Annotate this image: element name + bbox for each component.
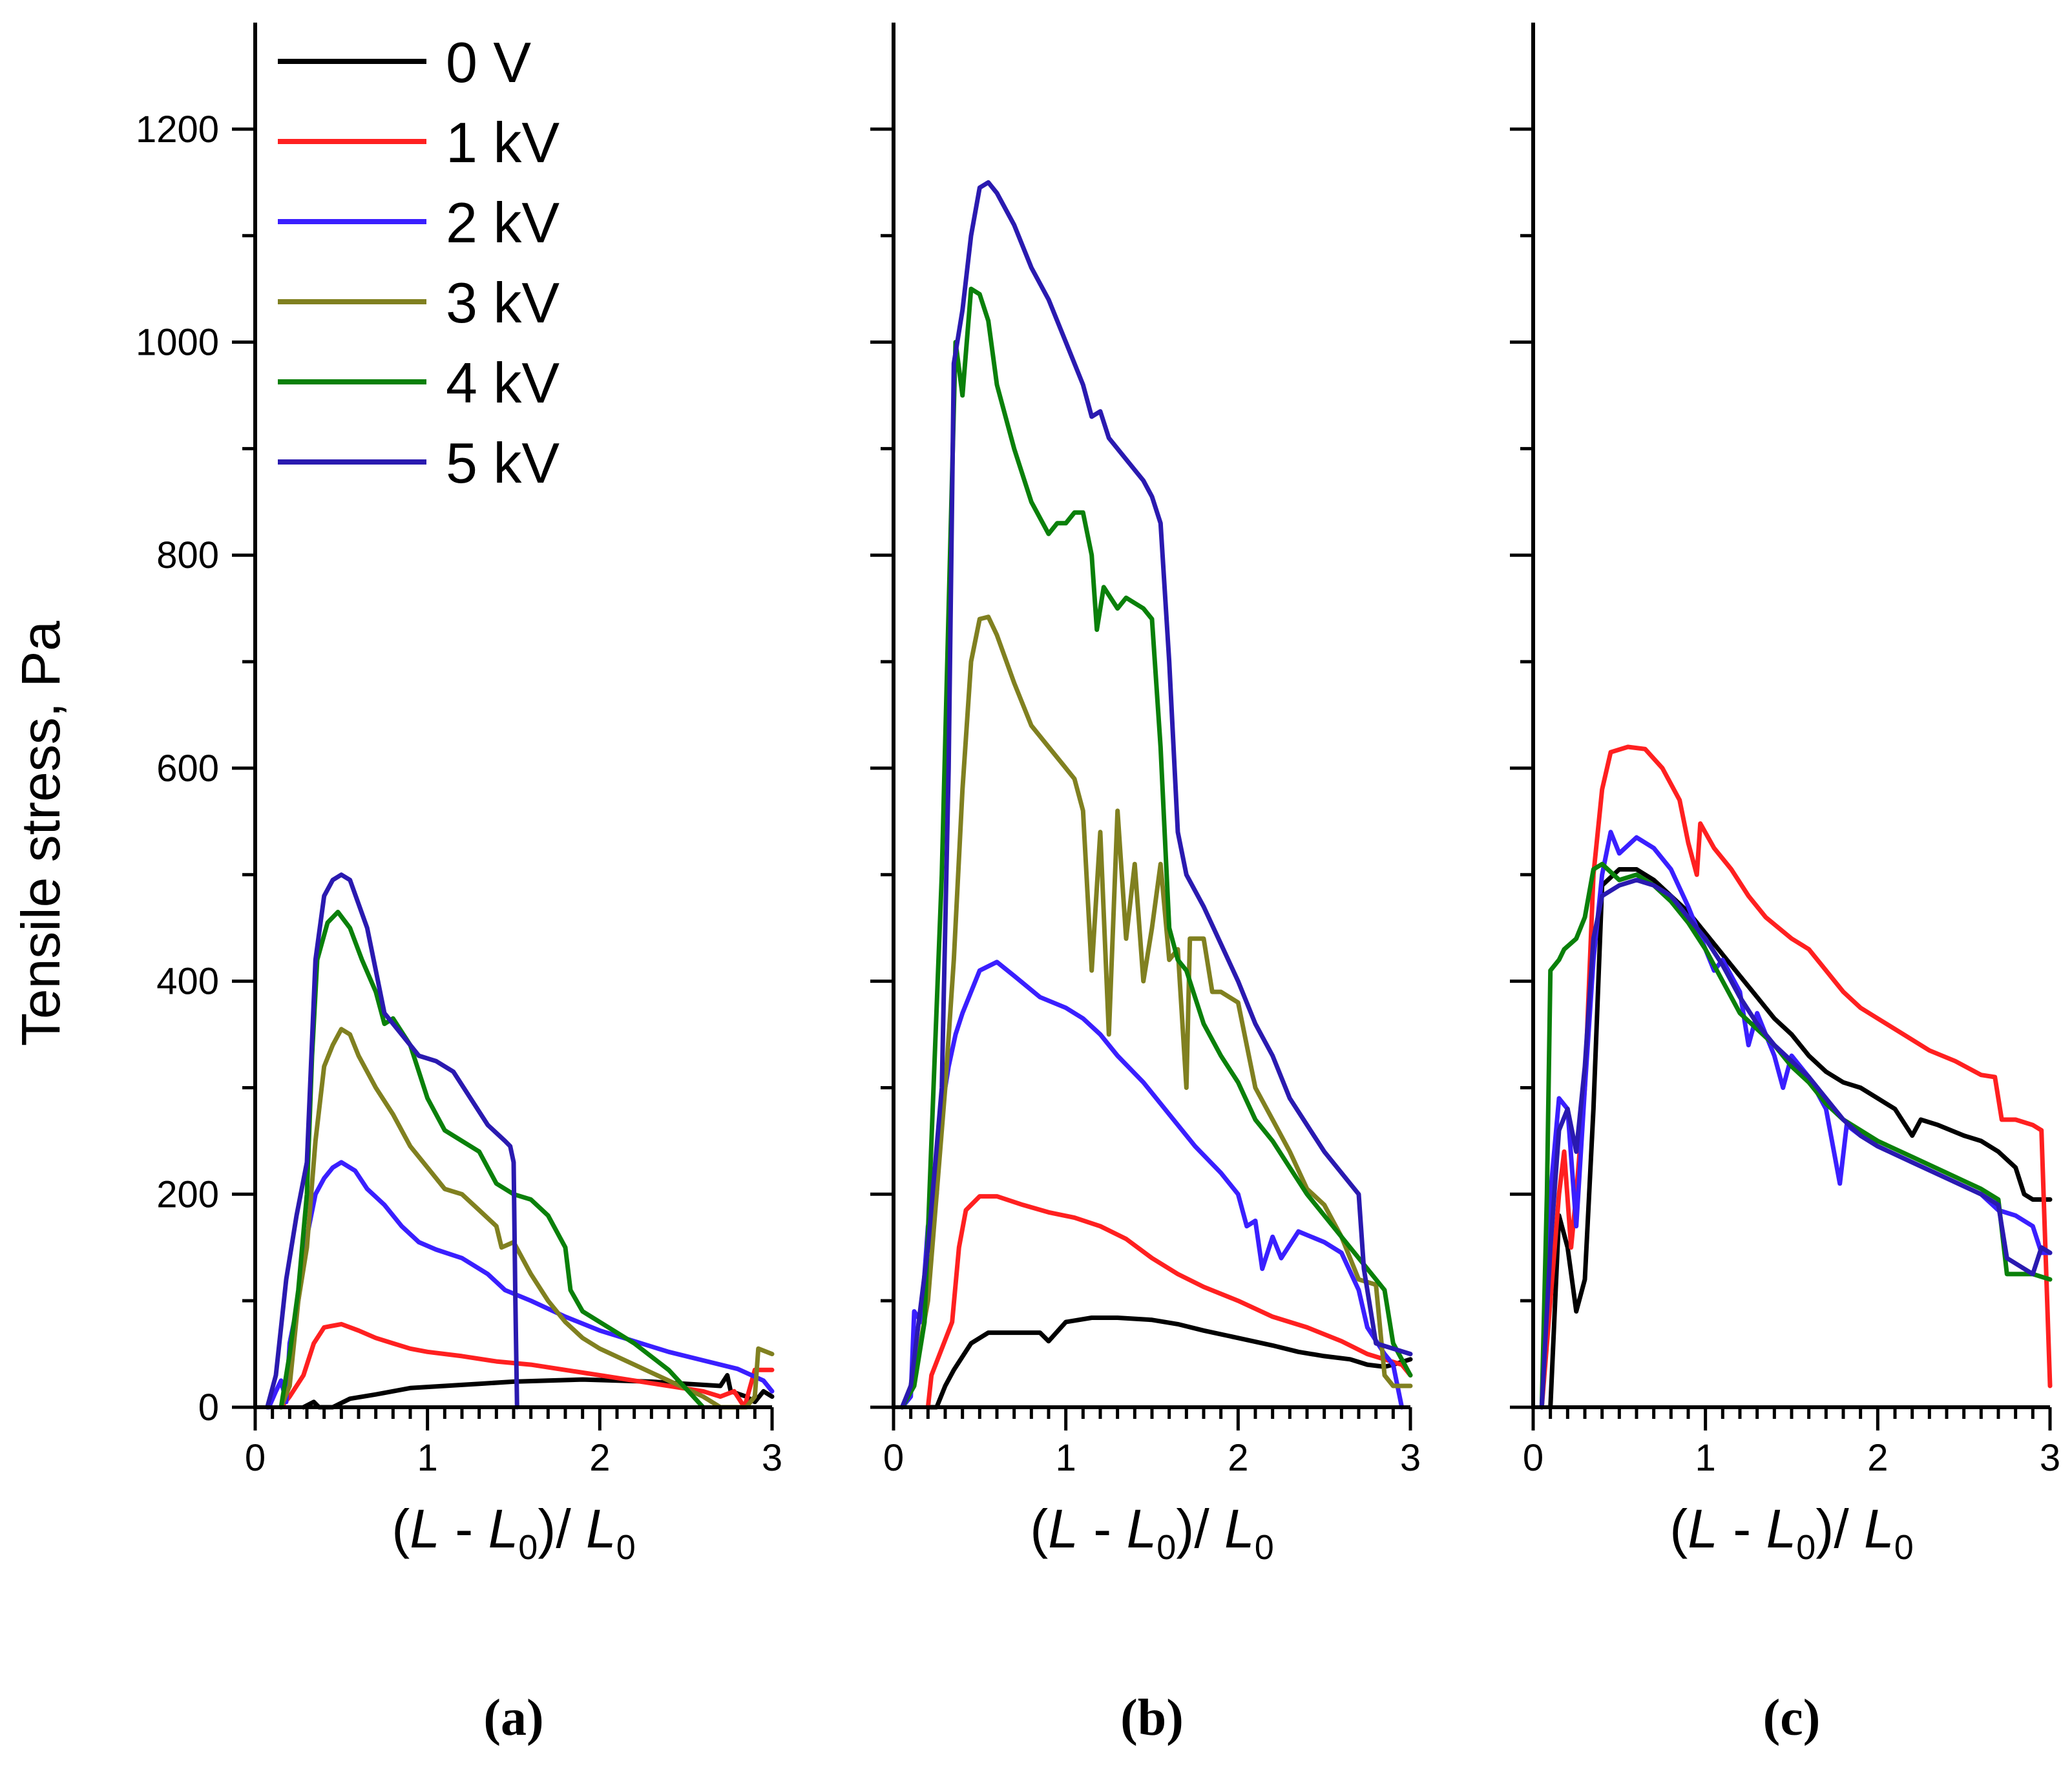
x-title-part: ( [1030,1498,1048,1559]
series-line-2kv [1539,830,2053,1410]
series-line-0v [925,1315,1413,1410]
x-tick-label: 0 [883,1437,904,1479]
x-title-part: 0 [1255,1528,1274,1567]
legend-label: 1 kV [446,110,560,174]
y-tick-label: 600 [156,748,219,790]
y-tick-label: 1200 [136,109,219,151]
panel-label: (c) [1763,1690,1821,1746]
x-tick-label: 1 [1056,1437,1076,1479]
x-title-part: 0 [1796,1528,1816,1567]
legend-label: 3 kV [446,271,560,335]
legend-entry: 5 kV [278,431,560,495]
x-tick-label: 0 [245,1437,266,1479]
series-line-4kv [899,286,1413,1410]
x-title-part: 0 [518,1528,538,1567]
legend-entry: 3 kV [278,271,560,335]
legend-label: 2 kV [446,191,560,255]
x-tick-label: 3 [2040,1437,2060,1479]
x-tick-label: 2 [589,1437,610,1479]
x-title-part: 0 [616,1528,636,1567]
legend-label: 5 kV [446,431,560,495]
x-tick-label: 2 [1228,1437,1248,1479]
x-tick-label: 3 [1400,1437,1421,1479]
x-title-part: - [1078,1498,1127,1559]
x-title-part: L [1224,1498,1255,1559]
x-title-part: )/ [1176,1498,1224,1559]
x-title-part: L [410,1498,440,1559]
x-title-part: 0 [1894,1528,1914,1567]
y-axis-title: Tensile stress, Pa [10,621,71,1047]
series-line-2kv [266,1160,775,1410]
x-axis-title: (L - L0)/ L0 [1030,1498,1274,1567]
series-line-1kv [278,1321,775,1410]
y-tick-label: 1000 [136,322,219,364]
legend: 0 V 1 kV 2 kV 3 kV 4 kV 5 kV [278,30,560,495]
x-title-part: )/ [1816,1498,1864,1559]
x-tick-label: 2 [1867,1437,1888,1479]
series-line-0v [1548,867,2053,1410]
x-title-part: L [1688,1498,1718,1559]
y-tick-label: 800 [156,534,219,576]
series-line-3kv [278,1027,775,1410]
x-axis-title: (L - L0)/ L0 [1669,1498,1914,1567]
series-line-5kv [899,180,1413,1410]
x-title-part: L [1864,1498,1894,1559]
legend-entry: 2 kV [278,191,560,255]
x-title-part: ( [392,1498,410,1559]
x-title-part: - [440,1498,488,1559]
x-title-part: L [1766,1498,1797,1559]
panel-label: (b) [1120,1690,1184,1746]
x-tick-label: 3 [762,1437,782,1479]
x-title-part: )/ [538,1498,586,1559]
series-line-5kv [1539,877,2053,1410]
panel-c: 0 1 2 3(L - L0)/ L0(c) [1510,23,2060,1746]
x-axis-title: (L - L0)/ L0 [392,1498,636,1567]
panel-b: 0 1 2 3(L - L0)/ L0(b) [870,23,1421,1746]
series-line-5kv [265,872,519,1410]
x-title-part: ( [1669,1498,1688,1559]
legend-entry: 0 V [278,30,531,94]
x-title-part: - [1718,1498,1766,1559]
x-tick-label: 0 [1523,1437,1544,1479]
legend-entry: 4 kV [278,351,560,415]
y-tick-label: 200 [156,1173,219,1215]
x-title-part: L [1127,1498,1157,1559]
series-line-4kv [1539,861,2053,1410]
legend-entry: 1 kV [278,110,560,174]
x-title-part: L [1048,1498,1078,1559]
x-tick-label: 1 [1695,1437,1716,1479]
x-title-part: L [488,1498,519,1559]
panel-label: (a) [483,1690,543,1746]
y-tick-label: 400 [156,961,219,1003]
y-tick-label: 0 [198,1387,219,1429]
series-line-1kv [925,1194,1413,1410]
legend-label: 4 kV [446,351,560,415]
series-line-4kv [278,910,706,1410]
series-line-3kv [899,614,1413,1410]
x-tick-label: 1 [417,1437,438,1479]
x-title-part: 0 [1156,1528,1176,1567]
legend-label: 0 V [446,30,531,94]
x-title-part: L [586,1498,616,1559]
